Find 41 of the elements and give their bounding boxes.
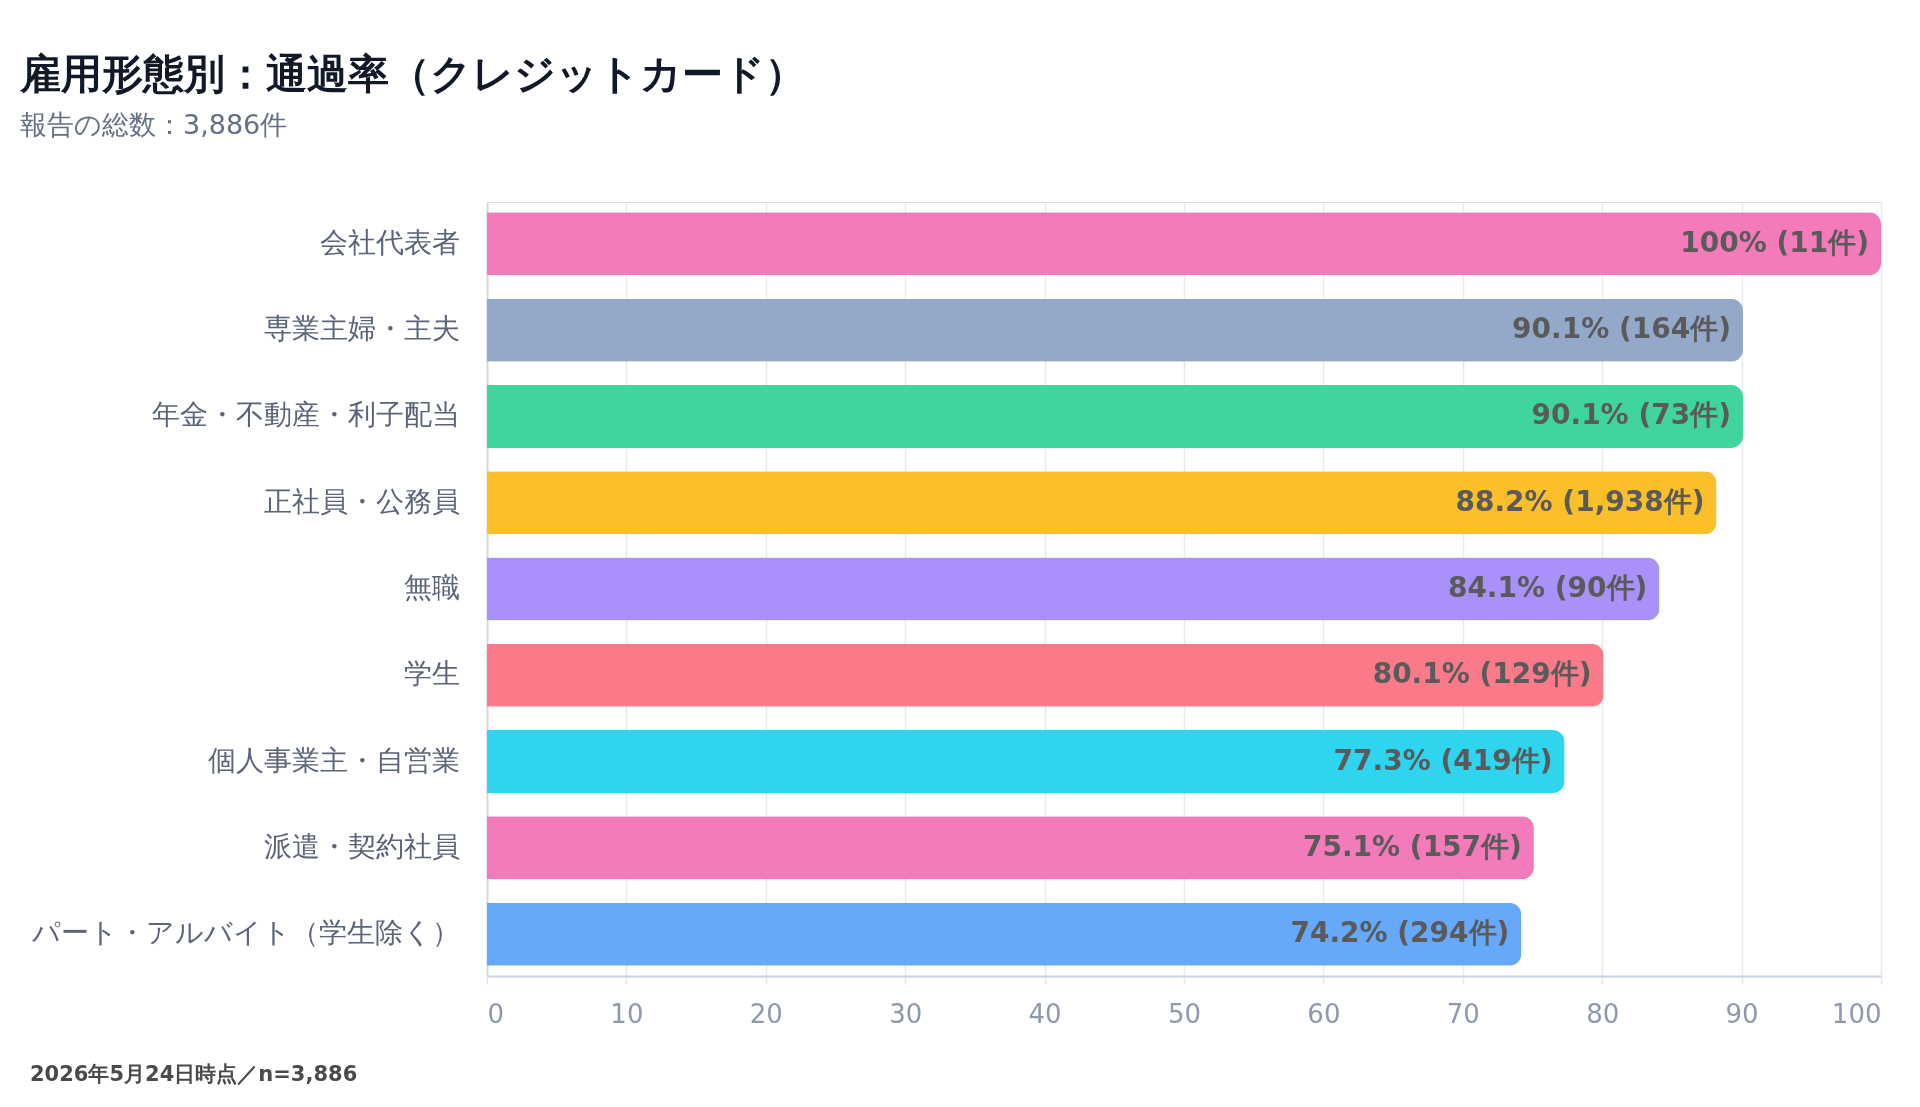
x-tick-label: 80 [1586, 998, 1620, 1029]
x-tick-label: 30 [889, 998, 923, 1029]
text: 2026年5月24日時点／n=3,886 [30, 1062, 358, 1086]
y-tick-label: パート・アルバイト（学生除く） [30, 916, 460, 950]
bar [487, 471, 1717, 535]
data-label: 75.1% (157件) [1302, 829, 1522, 863]
x-tick-label: 100 [1831, 998, 1882, 1029]
y-tick-label: 無職 [403, 571, 460, 604]
data-label: 74.2% (294件) [1290, 916, 1510, 950]
bar [487, 816, 1534, 880]
x-tick-label: 50 [1167, 998, 1202, 1029]
x-tick-label: 0 [487, 998, 505, 1029]
text: 報告の総数：3,886件 [20, 109, 288, 140]
bar [487, 730, 1565, 794]
bar [487, 298, 1743, 362]
y-tick-label: 個人事業主・自営業 [207, 743, 460, 777]
data-label: 88.2% (1,938件) [1455, 484, 1705, 518]
y-tick-label: 専業主婦・主夫 [263, 312, 460, 346]
x-tick-label: 10 [610, 998, 644, 1029]
x-tick-label: 60 [1307, 998, 1341, 1029]
data-label: 77.3% (419件) [1333, 743, 1553, 777]
data-label: 84.1% (90件) [1447, 571, 1648, 604]
chart-title: 雇用形態別：通過率（クレジットカード） [19, 50, 806, 98]
y-tick-label: 正社員・公務員 [263, 484, 460, 518]
y-tick-label: 派遣・契約社員 [263, 829, 460, 863]
x-tick-label: 70 [1446, 998, 1480, 1029]
x-tick-label: 20 [749, 998, 783, 1029]
bar [487, 384, 1743, 448]
y-tick-label: 年金・不動産・利子配当 [151, 398, 460, 432]
y-tick-label: 会社代表者 [319, 225, 460, 259]
data-label: 80.1% (129件) [1372, 657, 1592, 691]
x-tick-label: 90 [1725, 998, 1759, 1029]
bar [487, 557, 1660, 621]
data-label: 90.1% (164件) [1512, 312, 1731, 346]
data-label: 100% (11件) [1680, 225, 1869, 259]
y-tick-label: 学生 [403, 657, 460, 691]
bar [487, 902, 1522, 966]
bar [487, 212, 1881, 276]
data-label: 90.1% (73件) [1531, 398, 1731, 432]
bar [487, 643, 1604, 707]
x-tick-label: 40 [1028, 998, 1062, 1029]
